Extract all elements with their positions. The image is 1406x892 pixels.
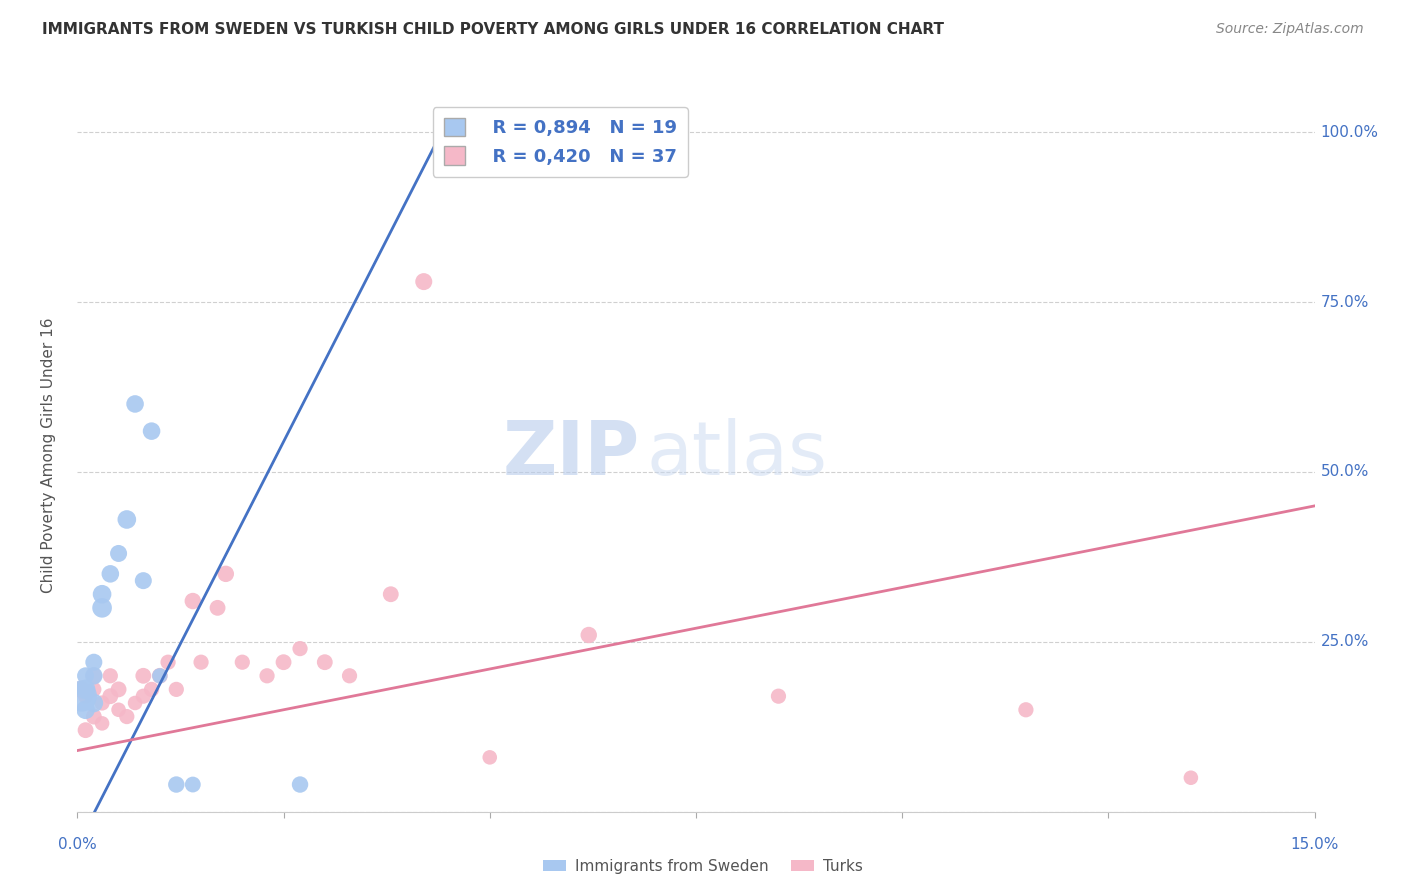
Point — [83, 709, 105, 723]
Point — [1015, 703, 1038, 717]
Point — [70, 689, 93, 703]
Point — [107, 546, 129, 560]
Point — [149, 669, 172, 683]
Point — [578, 628, 600, 642]
Point — [70, 682, 93, 697]
Point — [124, 397, 146, 411]
Point — [91, 600, 114, 615]
Text: 50.0%: 50.0% — [1320, 465, 1369, 479]
Point — [75, 689, 97, 703]
Text: 0.0%: 0.0% — [58, 837, 97, 852]
Y-axis label: Child Poverty Among Girls Under 16: Child Poverty Among Girls Under 16 — [42, 318, 56, 592]
Point — [314, 655, 336, 669]
Point — [478, 750, 501, 764]
Point — [231, 655, 253, 669]
Point — [141, 682, 163, 697]
Point — [380, 587, 402, 601]
Text: 75.0%: 75.0% — [1320, 294, 1369, 310]
Point — [132, 574, 155, 588]
Point — [132, 669, 155, 683]
Text: Source: ZipAtlas.com: Source: ZipAtlas.com — [1216, 22, 1364, 37]
Point — [181, 778, 204, 792]
Legend: Immigrants from Sweden, Turks: Immigrants from Sweden, Turks — [537, 853, 869, 880]
Point — [288, 641, 311, 656]
Point — [83, 669, 105, 683]
Point — [288, 778, 311, 792]
Point — [339, 669, 361, 683]
Point — [157, 655, 180, 669]
Point — [190, 655, 212, 669]
Point — [215, 566, 238, 581]
Point — [141, 424, 163, 438]
Point — [115, 709, 138, 723]
Point — [181, 594, 204, 608]
Point — [83, 696, 105, 710]
Text: ZIP: ZIP — [503, 418, 640, 491]
Point — [165, 682, 187, 697]
Text: 15.0%: 15.0% — [1291, 837, 1339, 852]
Point — [98, 669, 121, 683]
Legend:   R = 0,894   N = 19,   R = 0,420   N = 37: R = 0,894 N = 19, R = 0,420 N = 37 — [433, 107, 688, 177]
Text: 25.0%: 25.0% — [1320, 634, 1369, 649]
Point — [83, 669, 105, 683]
Point — [91, 696, 114, 710]
Point — [98, 689, 121, 703]
Point — [83, 682, 105, 697]
Point — [91, 716, 114, 731]
Point — [75, 669, 97, 683]
Point — [412, 275, 434, 289]
Point — [83, 655, 105, 669]
Point — [91, 587, 114, 601]
Point — [115, 512, 138, 526]
Text: IMMIGRANTS FROM SWEDEN VS TURKISH CHILD POVERTY AMONG GIRLS UNDER 16 CORRELATION: IMMIGRANTS FROM SWEDEN VS TURKISH CHILD … — [42, 22, 945, 37]
Point — [124, 696, 146, 710]
Text: 100.0%: 100.0% — [1320, 125, 1379, 140]
Point — [107, 682, 129, 697]
Point — [75, 703, 97, 717]
Point — [207, 600, 229, 615]
Point — [75, 682, 97, 697]
Point — [132, 689, 155, 703]
Point — [75, 723, 97, 738]
Point — [98, 566, 121, 581]
Point — [768, 689, 790, 703]
Point — [165, 778, 187, 792]
Point — [273, 655, 295, 669]
Point — [256, 669, 278, 683]
Point — [107, 703, 129, 717]
Point — [1180, 771, 1202, 785]
Point — [149, 669, 172, 683]
Text: atlas: atlas — [647, 418, 828, 491]
